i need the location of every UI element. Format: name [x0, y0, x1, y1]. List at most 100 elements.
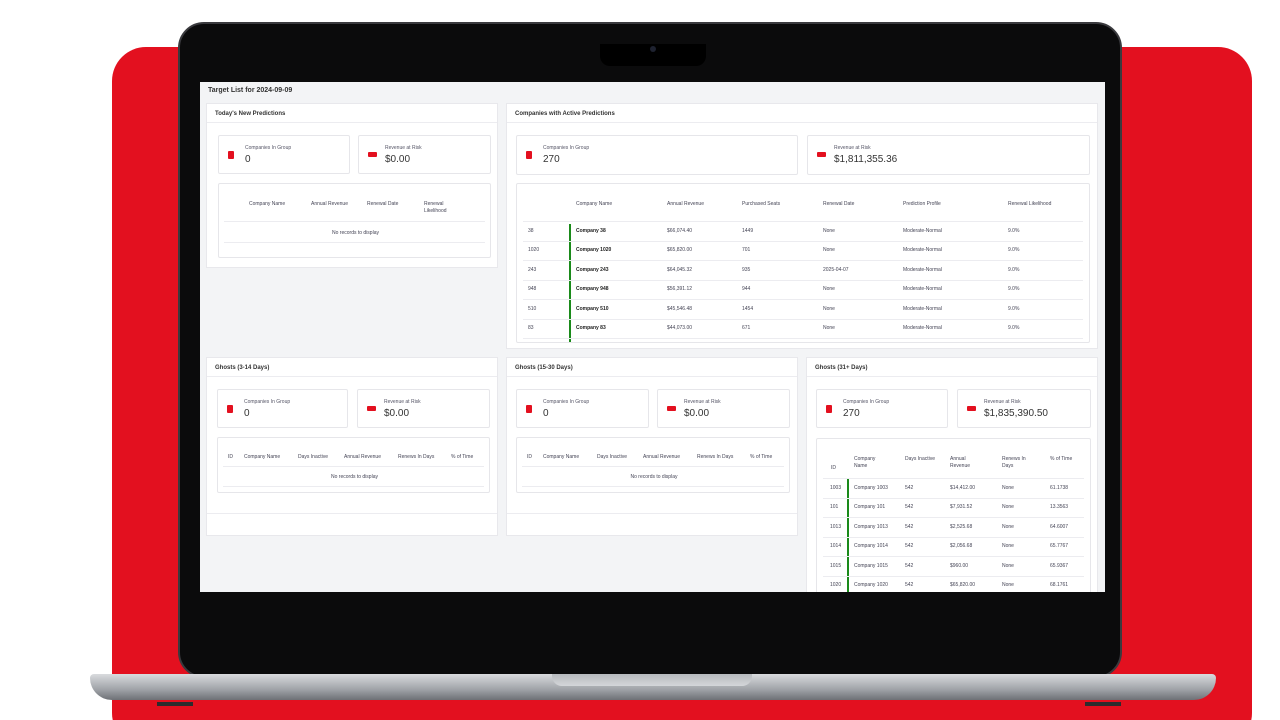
- table-row-divider: [523, 260, 1083, 262]
- column-header[interactable]: Purchased Seats: [742, 201, 781, 207]
- divider: [224, 221, 485, 222]
- column-header[interactable]: Annual Revenue: [643, 454, 680, 460]
- bookmark-icon: [228, 151, 234, 159]
- table-cell: Company 1020: [854, 582, 888, 588]
- card-label: Companies In Group: [244, 399, 291, 405]
- column-header[interactable]: Days Inactive: [905, 456, 936, 462]
- empty-state: No records to display: [630, 474, 678, 480]
- laptop-foot-right: [1085, 702, 1121, 706]
- column-header[interactable]: Days Inactive: [298, 454, 329, 460]
- card-label: Revenue at Risk: [834, 145, 871, 151]
- column-header[interactable]: Annual Revenue: [344, 454, 381, 460]
- table-cell: $14,412.00: [950, 485, 976, 491]
- flag-icon: [368, 152, 377, 157]
- selection-indicator: [569, 224, 571, 342]
- table-cell: Moderate-Normal: [903, 325, 942, 331]
- table-cell: None: [823, 286, 835, 293]
- column-header[interactable]: Prediction Profile: [903, 201, 941, 207]
- column-header[interactable]: Renewal Likelihood: [1008, 201, 1052, 207]
- table-cell: $66,074.40: [667, 228, 693, 234]
- table-row-divider: [523, 318, 1083, 320]
- table-cell: Moderate-Normal: [903, 266, 942, 273]
- table-cell: 1015: [830, 562, 842, 569]
- column-header[interactable]: Renewal Date: [367, 201, 399, 207]
- column-header[interactable]: % of Time: [1050, 456, 1073, 462]
- card-value: $0.00: [684, 408, 710, 419]
- table-cell: Moderate-Normal: [903, 305, 942, 312]
- column-header[interactable]: Annual Revenue: [950, 456, 971, 469]
- column-header[interactable]: ID: [527, 454, 532, 460]
- column-header[interactable]: Days Inactive: [597, 454, 628, 460]
- table-cell: Company 101: [854, 504, 886, 511]
- column-header[interactable]: Company Name: [244, 454, 281, 460]
- table-row-divider: [523, 299, 1083, 301]
- divider: [507, 376, 797, 377]
- column-header[interactable]: Company Name: [576, 201, 613, 207]
- divider: [807, 376, 1097, 377]
- table-cell: 1003: [830, 485, 842, 491]
- revenue-at-risk-card: Revenue at Risk $0.00: [657, 389, 790, 428]
- divider: [522, 466, 784, 467]
- column-header[interactable]: Renewal Date: [823, 201, 855, 207]
- divider: [507, 122, 1097, 123]
- new-predictions-table: Company Name Annual Revenue Renewal Date…: [218, 183, 491, 258]
- revenue-at-risk-card: Revenue at Risk $0.00: [358, 135, 491, 174]
- table-cell: 510: [528, 305, 537, 312]
- companies-in-group-card: Companies In Group 0: [516, 389, 649, 428]
- column-header[interactable]: Annual Revenue: [667, 201, 704, 207]
- companies-in-group-card: Companies In Group 0: [218, 135, 350, 174]
- column-header[interactable]: % of Time: [750, 454, 773, 460]
- ghosts-31-plus-table: ID Company Name Days Inactive Annual Rev…: [816, 438, 1091, 592]
- table-cell: None: [823, 247, 835, 254]
- column-header[interactable]: Renews In Days: [398, 454, 435, 460]
- column-header[interactable]: Annual Revenue: [311, 201, 348, 207]
- divider: [207, 513, 497, 514]
- divider: [223, 466, 484, 467]
- table-cell: None: [823, 305, 835, 312]
- card-value: 270: [843, 408, 860, 419]
- divider: [523, 221, 1083, 222]
- dashboard-screen: Target List for 2024-09-09 Today's New P…: [200, 82, 1105, 592]
- table-cell: $64,045.32: [667, 266, 693, 273]
- card-label: Companies In Group: [543, 399, 590, 405]
- table-cell: None: [823, 228, 835, 234]
- ghosts-3-14-table: ID Company Name Days Inactive Annual Rev…: [217, 437, 490, 493]
- table-cell: Company 1020: [576, 247, 612, 254]
- table-cell: Company 1014: [854, 543, 888, 550]
- table-cell: 948: [528, 286, 537, 293]
- laptop-base: [90, 674, 1216, 700]
- table-cell: 542: [905, 523, 914, 530]
- divider: [522, 486, 784, 487]
- flag-icon: [967, 406, 976, 411]
- column-header[interactable]: ID: [831, 465, 836, 471]
- column-header[interactable]: % of Time: [451, 454, 474, 460]
- laptop-opening-lip: [552, 674, 752, 686]
- column-header[interactable]: Company Name: [854, 456, 876, 469]
- table-cell: None: [1002, 562, 1014, 569]
- table-row-divider: [823, 517, 1084, 519]
- column-header[interactable]: Renews In Days: [697, 454, 734, 460]
- table-cell: 243: [528, 266, 537, 273]
- divider: [223, 486, 484, 487]
- column-header[interactable]: ID: [228, 454, 233, 460]
- table-cell: 944: [742, 286, 751, 293]
- table-cell: 542: [905, 562, 914, 569]
- card-value: 0: [244, 408, 250, 419]
- card-label: Revenue at Risk: [385, 145, 422, 151]
- table-cell: Company 1013: [854, 523, 888, 530]
- table-cell: 9.0%: [1008, 228, 1020, 234]
- table-cell: 9.0%: [1008, 266, 1020, 273]
- column-header[interactable]: Company Name: [543, 454, 580, 460]
- table-cell: Company 1003: [854, 485, 888, 491]
- table-cell: None: [1002, 523, 1014, 530]
- panel-new-predictions: Today's New Predictions Companies In Gro…: [206, 103, 498, 268]
- table-cell: 61.1738: [1050, 485, 1069, 491]
- column-header[interactable]: Company Name: [249, 201, 286, 207]
- table-cell: 9.0%: [1008, 247, 1020, 254]
- table-cell: Moderate-Normal: [903, 286, 942, 293]
- table-cell: 9.0%: [1008, 305, 1020, 312]
- column-header[interactable]: Renews In Days: [1002, 456, 1026, 469]
- panel-title: Ghosts (31+ Days): [815, 365, 868, 371]
- panel-title: Today's New Predictions: [215, 111, 286, 117]
- column-header[interactable]: Renewal Likelihood: [424, 201, 447, 214]
